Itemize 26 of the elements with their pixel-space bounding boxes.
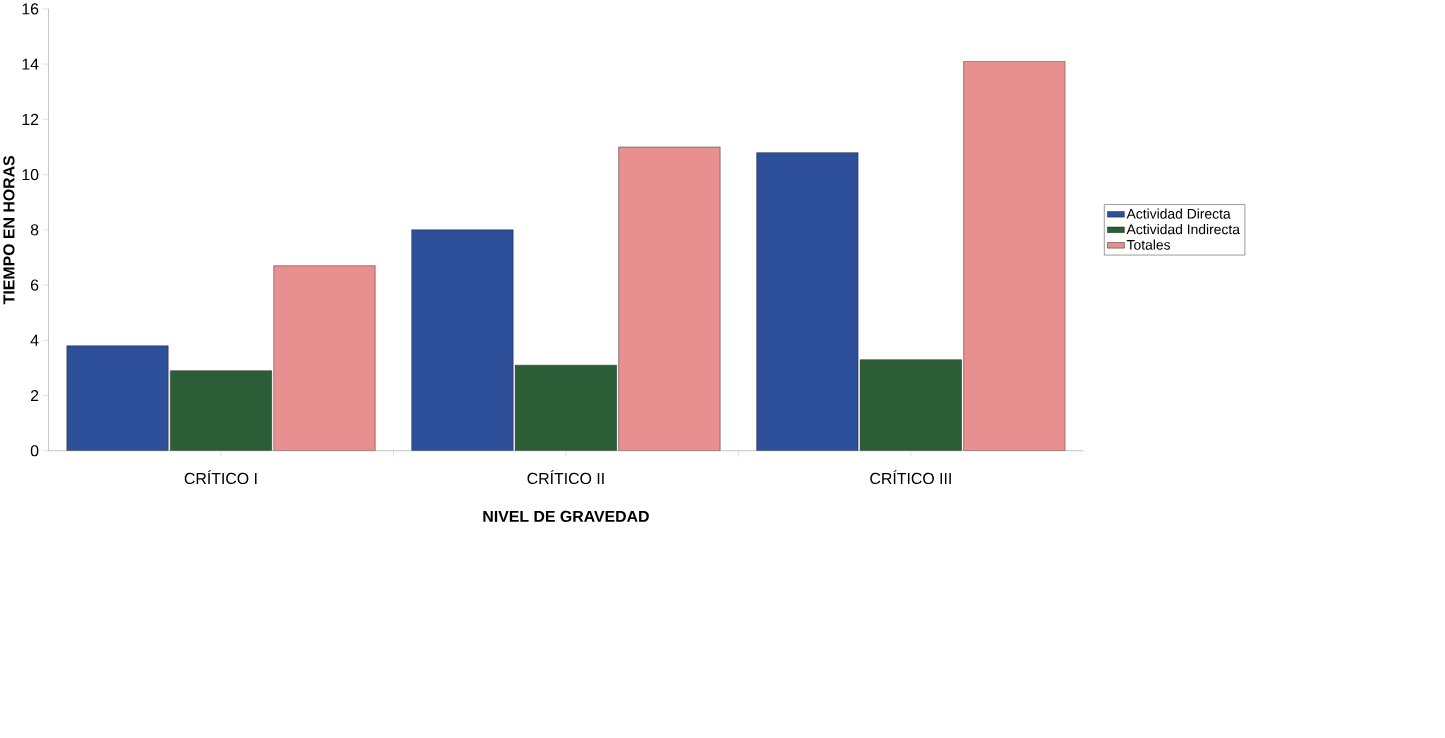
- y-tick-label: 4: [30, 334, 39, 346]
- y-tick-label: 10: [22, 169, 39, 181]
- y-tick-label: 0: [30, 445, 39, 457]
- y-tick-label: 2: [30, 390, 39, 402]
- bar: [273, 265, 376, 451]
- bar: [963, 61, 1066, 451]
- bar: [514, 364, 617, 451]
- bar: [170, 370, 272, 451]
- y-axis-title: TIEMPO EN HORAS: [3, 156, 15, 305]
- y-tick-label: 16: [22, 3, 39, 15]
- y-tick-label: 12: [22, 113, 39, 125]
- bar: [411, 229, 514, 451]
- legend-label: Actividad Directa: [1126, 208, 1231, 219]
- bar: [618, 146, 721, 451]
- bar: [66, 345, 169, 451]
- legend-label: Actividad Indirecta: [1126, 224, 1240, 235]
- y-tick-label: 6: [30, 279, 39, 291]
- bar: [756, 152, 859, 451]
- x-axis-title: NIVEL DE GRAVEDAD: [483, 510, 649, 523]
- y-tick-label: 14: [22, 58, 39, 70]
- legend-label: Totales: [1126, 239, 1171, 250]
- x-tick-label: CRÍTICO I: [184, 470, 257, 485]
- x-tick-label: CRÍTICO III: [870, 470, 951, 485]
- bar: [859, 359, 962, 451]
- x-tick-label: CRÍTICO II: [527, 470, 604, 485]
- y-tick-label: 8: [30, 224, 39, 236]
